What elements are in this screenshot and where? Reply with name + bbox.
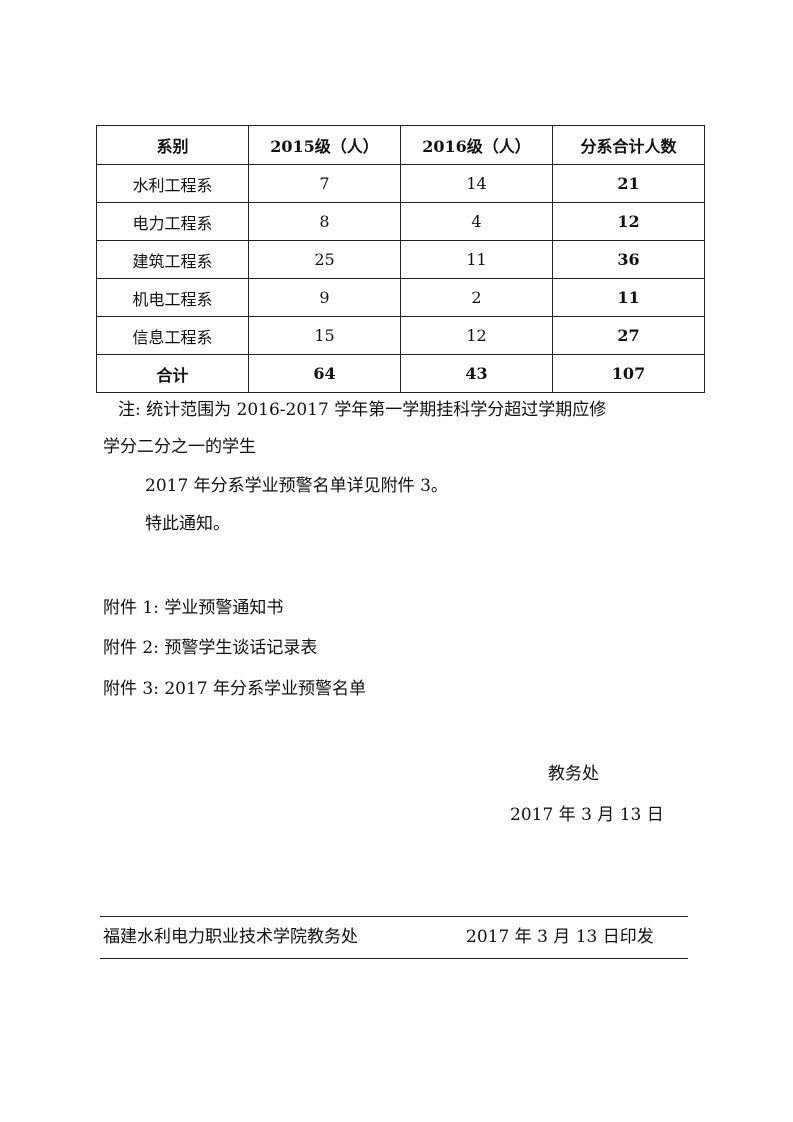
cell: 14	[400, 164, 553, 203]
header-cell: 系别	[96, 125, 249, 165]
header-cell: 分系合计人数	[552, 125, 705, 165]
note-line-2: 学分二分之一的学生	[103, 437, 256, 457]
table-row: 电力工程系 8 4 12	[96, 202, 705, 241]
cell: 机电工程系	[96, 278, 249, 317]
cell: 12	[552, 202, 705, 241]
cell: 2	[400, 278, 553, 317]
cell: 合计	[96, 354, 249, 393]
note-line-1: 注: 统计范围为 2016-2017 学年第一学期挂科学分超过学期应修	[118, 400, 607, 420]
signature-office: 教务处	[548, 764, 599, 784]
table-total-row: 合计 64 43 107	[96, 354, 705, 393]
cell: 36	[552, 240, 705, 279]
statistics-table: 系别 2015级（人） 2016级（人） 分系合计人数 水利工程系 7 14 21 电…	[96, 125, 705, 393]
footer-top-rule	[100, 916, 688, 917]
cell: 15	[248, 316, 401, 355]
cell: 水利工程系	[96, 164, 249, 203]
footer-issuer: 福建水利电力职业技术学院教务处	[103, 927, 358, 947]
cell: 43	[400, 354, 553, 393]
header-cell: 2015级（人）	[248, 125, 401, 165]
paragraph-attachment-reference: 2017 年分系学业预警名单详见附件 3。	[145, 476, 448, 496]
footer-print-date: 2017 年 3 月 13 日印发	[466, 927, 654, 947]
attachment-item: 附件 1: 学业预警通知书	[103, 598, 284, 618]
table-row: 信息工程系 15 12 27	[96, 316, 705, 355]
attachment-item: 附件 3: 2017 年分系学业预警名单	[103, 679, 367, 699]
paragraph-closing: 特此通知。	[145, 514, 230, 534]
cell: 25	[248, 240, 401, 279]
cell: 9	[248, 278, 401, 317]
signature-date: 2017 年 3 月 13 日	[510, 805, 664, 825]
table-row: 机电工程系 9 2 11	[96, 278, 705, 317]
table-row: 水利工程系 7 14 21	[96, 164, 705, 203]
cell: 11	[400, 240, 553, 279]
table-row: 建筑工程系 25 11 36	[96, 240, 705, 279]
attachment-item: 附件 2: 预警学生谈话记录表	[103, 638, 318, 658]
table-header-row: 系别 2015级（人） 2016级（人） 分系合计人数	[96, 125, 705, 165]
cell: 12	[400, 316, 553, 355]
cell: 21	[552, 164, 705, 203]
cell: 电力工程系	[96, 202, 249, 241]
cell: 107	[552, 354, 705, 393]
cell: 信息工程系	[96, 316, 249, 355]
cell: 8	[248, 202, 401, 241]
cell: 建筑工程系	[96, 240, 249, 279]
footer-bottom-rule	[100, 958, 688, 959]
cell: 64	[248, 354, 401, 393]
cell: 27	[552, 316, 705, 355]
cell: 11	[552, 278, 705, 317]
cell: 4	[400, 202, 553, 241]
header-cell: 2016级（人）	[400, 125, 553, 165]
cell: 7	[248, 164, 401, 203]
